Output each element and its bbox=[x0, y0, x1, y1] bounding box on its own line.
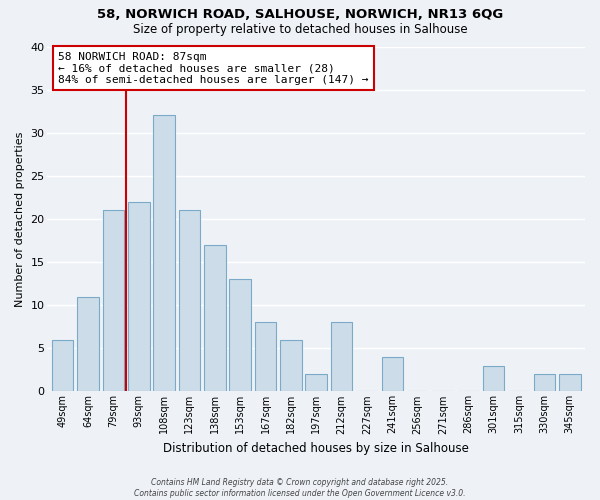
Bar bbox=[483, 366, 505, 392]
Bar bbox=[103, 210, 124, 392]
Bar bbox=[533, 374, 555, 392]
Bar bbox=[128, 202, 149, 392]
Bar bbox=[331, 322, 352, 392]
Bar bbox=[280, 340, 302, 392]
Bar bbox=[559, 374, 581, 392]
Bar bbox=[154, 116, 175, 392]
Text: 58 NORWICH ROAD: 87sqm
← 16% of detached houses are smaller (28)
84% of semi-det: 58 NORWICH ROAD: 87sqm ← 16% of detached… bbox=[58, 52, 369, 85]
Bar bbox=[77, 296, 99, 392]
Bar bbox=[382, 357, 403, 392]
Bar bbox=[52, 340, 73, 392]
Bar bbox=[204, 245, 226, 392]
Text: Size of property relative to detached houses in Salhouse: Size of property relative to detached ho… bbox=[133, 22, 467, 36]
Bar bbox=[179, 210, 200, 392]
Text: 58, NORWICH ROAD, SALHOUSE, NORWICH, NR13 6QG: 58, NORWICH ROAD, SALHOUSE, NORWICH, NR1… bbox=[97, 8, 503, 20]
Bar bbox=[229, 280, 251, 392]
X-axis label: Distribution of detached houses by size in Salhouse: Distribution of detached houses by size … bbox=[163, 442, 469, 455]
Y-axis label: Number of detached properties: Number of detached properties bbox=[15, 132, 25, 306]
Bar bbox=[255, 322, 276, 392]
Bar bbox=[305, 374, 327, 392]
Text: Contains HM Land Registry data © Crown copyright and database right 2025.
Contai: Contains HM Land Registry data © Crown c… bbox=[134, 478, 466, 498]
